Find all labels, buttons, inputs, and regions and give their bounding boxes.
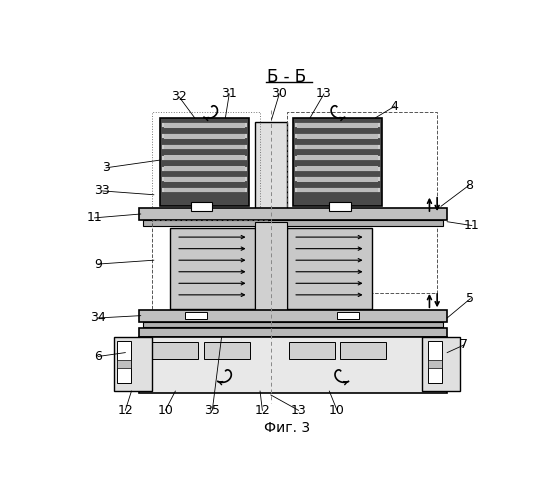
- Text: 11: 11: [464, 219, 480, 232]
- Bar: [164, 156, 245, 160]
- Bar: [191, 202, 212, 211]
- Bar: [297, 177, 378, 182]
- Bar: [152, 112, 260, 212]
- Bar: [117, 360, 130, 368]
- Text: 13: 13: [291, 404, 306, 417]
- Bar: [297, 156, 378, 160]
- Text: 31: 31: [221, 88, 237, 101]
- Text: 13: 13: [316, 88, 332, 101]
- Text: 33: 33: [94, 184, 110, 198]
- Bar: [185, 312, 207, 320]
- Bar: [329, 202, 351, 211]
- Bar: [143, 220, 444, 226]
- Bar: [152, 342, 198, 359]
- Bar: [164, 166, 245, 171]
- Text: 8: 8: [465, 179, 473, 192]
- Text: 35: 35: [204, 404, 220, 417]
- Bar: [164, 144, 245, 150]
- Bar: [422, 337, 460, 391]
- Text: 32: 32: [171, 90, 187, 104]
- Bar: [288, 342, 335, 359]
- Bar: [164, 188, 245, 192]
- Text: 5: 5: [466, 292, 474, 305]
- Text: 10: 10: [157, 404, 173, 417]
- Text: 4: 4: [391, 100, 399, 112]
- Text: 30: 30: [272, 88, 287, 101]
- Text: 6: 6: [95, 350, 102, 363]
- Text: 10: 10: [329, 404, 345, 417]
- Bar: [164, 177, 245, 182]
- Bar: [143, 322, 444, 327]
- Bar: [340, 342, 386, 359]
- Bar: [139, 328, 447, 337]
- Text: Б - Б: Б - Б: [268, 68, 306, 86]
- Bar: [297, 144, 378, 150]
- Bar: [255, 222, 287, 314]
- Bar: [293, 118, 382, 206]
- Bar: [117, 341, 130, 384]
- Text: Фиг. 3: Фиг. 3: [264, 421, 310, 435]
- Bar: [114, 337, 152, 391]
- Bar: [255, 122, 287, 230]
- Text: 3: 3: [102, 162, 110, 174]
- Text: 7: 7: [460, 338, 468, 351]
- Bar: [297, 134, 378, 138]
- Bar: [428, 341, 442, 384]
- Bar: [160, 118, 249, 206]
- Bar: [297, 188, 378, 192]
- Bar: [164, 123, 245, 128]
- Bar: [139, 310, 447, 322]
- Bar: [204, 342, 250, 359]
- Bar: [297, 166, 378, 171]
- Bar: [170, 228, 255, 308]
- Bar: [297, 123, 378, 128]
- Text: 9: 9: [95, 258, 102, 270]
- Bar: [428, 360, 442, 368]
- Text: 34: 34: [91, 312, 106, 324]
- Bar: [337, 312, 358, 320]
- Text: 12: 12: [254, 404, 270, 417]
- Bar: [139, 337, 447, 392]
- Bar: [287, 228, 372, 308]
- Text: 11: 11: [87, 212, 102, 224]
- Bar: [139, 208, 447, 220]
- Text: 12: 12: [118, 404, 133, 417]
- Bar: [164, 134, 245, 138]
- Bar: [152, 220, 268, 320]
- Bar: [287, 112, 437, 294]
